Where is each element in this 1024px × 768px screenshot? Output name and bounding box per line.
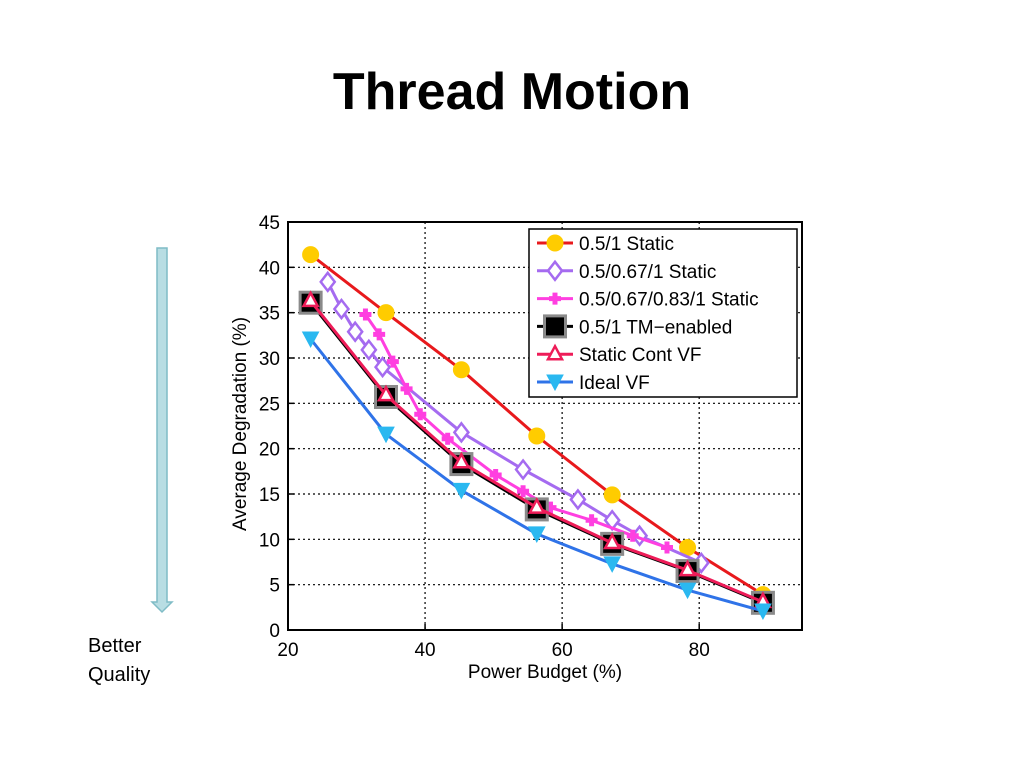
better-quality-label: Better Quality	[88, 632, 150, 690]
data-point	[603, 532, 622, 550]
y-tick-label: 0	[269, 621, 280, 642]
x-tick-label: 60	[552, 640, 573, 661]
down-arrow-shape	[150, 247, 174, 614]
y-tick-label: 10	[259, 530, 280, 551]
data-point	[527, 526, 546, 543]
data-point	[301, 290, 320, 308]
x-tick-label: 80	[689, 640, 710, 661]
legend-label: 0.5/1 TM−enabled	[579, 317, 732, 338]
legend-marker	[545, 343, 565, 361]
data-point	[678, 582, 697, 600]
data-point	[603, 556, 621, 573]
data-point	[678, 559, 697, 577]
better-quality-arrow	[150, 247, 174, 614]
legend-marker	[546, 234, 564, 252]
y-tick-label: 5	[269, 576, 280, 597]
x-tick-label: 40	[414, 640, 435, 661]
plot-frame	[287, 221, 803, 631]
data-point	[346, 320, 364, 343]
slide-title: Thread Motion	[332, 63, 692, 121]
data-point	[377, 304, 395, 322]
data-point	[754, 603, 772, 621]
data-point	[414, 408, 427, 421]
legend-box	[528, 228, 798, 398]
axis-ticks: 20 40 60 80 0 5 10 15 20 25 30 35 40 45	[259, 213, 710, 661]
data-point	[301, 331, 320, 349]
legend-label: 0.5/0.67/0.83/1 Static	[579, 290, 759, 311]
data-point	[528, 427, 546, 445]
y-tick-label: 40	[259, 258, 280, 279]
data-point	[376, 384, 396, 402]
data-point	[452, 421, 470, 444]
data-point	[400, 382, 413, 395]
legend-label: 0.5/0.67/1 Static	[579, 262, 716, 283]
legend-label: 0.5/1 Static	[579, 234, 674, 255]
data-point	[441, 432, 454, 445]
data-point	[660, 541, 673, 554]
legend-marker	[543, 314, 567, 339]
legend-label: Static Cont VF	[579, 345, 702, 366]
data-point	[626, 529, 639, 542]
data-point	[360, 338, 378, 361]
y-tick-label: 20	[259, 440, 280, 461]
y-tick-label: 30	[259, 349, 280, 370]
data-point	[302, 246, 320, 264]
series-group	[298, 246, 775, 621]
legend-label: Ideal VF	[579, 373, 650, 394]
y-tick-label: 35	[259, 304, 280, 325]
legend-marker	[546, 374, 564, 392]
data-point	[452, 482, 471, 500]
better-quality-line-2: Quality	[88, 664, 151, 686]
y-tick-label: 45	[259, 213, 280, 234]
data-point	[452, 361, 470, 379]
y-axis-label: Average Degradation (%)	[230, 317, 251, 531]
data-point	[489, 468, 502, 481]
data-point	[319, 270, 337, 293]
data-point	[569, 488, 587, 511]
data-point	[386, 355, 399, 368]
data-point	[517, 485, 530, 498]
data-point	[332, 298, 351, 321]
data-point	[359, 308, 372, 321]
x-tick-label: 20	[277, 640, 298, 661]
y-tick-label: 25	[259, 394, 280, 415]
x-axis-label: Power Budget (%)	[468, 662, 622, 683]
data-point	[527, 496, 546, 514]
legend-marker	[546, 259, 564, 282]
data-point	[585, 514, 598, 527]
legend-marker	[549, 292, 561, 305]
better-quality-line-1: Better	[88, 635, 142, 657]
data-point	[514, 458, 532, 481]
legend: 0.5/1 Static 0.5/0.67/1 Static 0.5/0.67/0.…	[528, 228, 798, 398]
data-point	[377, 426, 395, 444]
data-point	[373, 328, 386, 341]
data-point	[452, 451, 471, 469]
data-point	[603, 486, 621, 504]
y-tick-label: 15	[259, 485, 280, 506]
